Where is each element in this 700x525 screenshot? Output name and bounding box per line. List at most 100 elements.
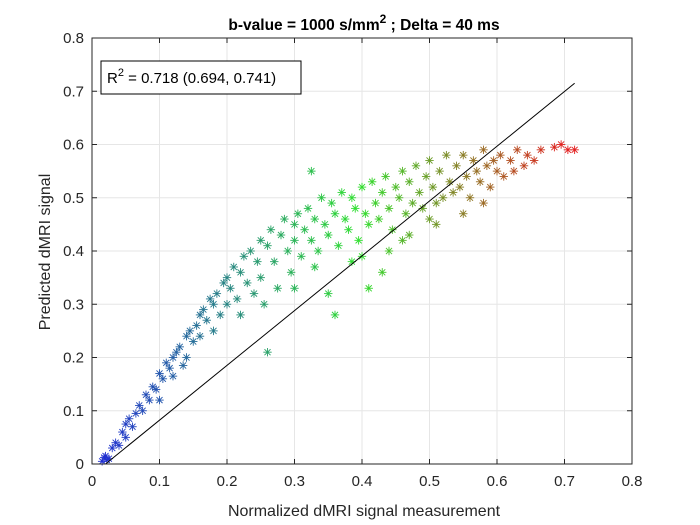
data-point: [219, 278, 228, 288]
data-point: [283, 246, 292, 256]
data-point: [263, 347, 272, 357]
data-point: [405, 230, 414, 240]
data-point: [293, 209, 303, 218]
data-point: [432, 198, 441, 208]
x-tick-label: 0.3: [284, 473, 305, 490]
data-point: [195, 310, 205, 320]
x-tick-label: 0.4: [352, 473, 373, 490]
data-point: [131, 409, 141, 418]
data-point: [448, 188, 458, 197]
axes-box: [91, 37, 633, 465]
data-point: [175, 342, 184, 352]
data-point: [108, 443, 117, 453]
data-points: [97, 140, 579, 466]
data-point: [303, 204, 313, 213]
data-point: [330, 209, 340, 218]
data-point: [135, 401, 144, 410]
data-point: [276, 230, 286, 240]
y-tick-label: 0: [76, 456, 84, 473]
data-point: [324, 289, 333, 298]
data-point: [239, 252, 249, 261]
data-point: [124, 414, 134, 423]
data-point: [408, 198, 417, 208]
data-point: [330, 310, 340, 320]
y-tick-label: 0.6: [63, 137, 84, 154]
y-tick-label: 0.8: [63, 30, 84, 47]
data-point: [438, 193, 448, 202]
y-tick-label: 0.3: [63, 296, 84, 313]
data-point: [347, 193, 357, 202]
data-point: [297, 252, 306, 261]
data-point: [286, 268, 296, 277]
data-point: [256, 273, 265, 282]
data-point: [513, 145, 522, 155]
data-point: [192, 321, 201, 330]
data-point: [378, 188, 387, 197]
data-point: [550, 142, 559, 152]
data-point: [111, 438, 120, 447]
data-point: [536, 145, 546, 155]
data-point: [259, 300, 269, 309]
fit-line-group: [105, 82, 575, 465]
data-point: [327, 198, 336, 208]
data-point: [195, 332, 205, 341]
data-point: [459, 209, 468, 218]
data-point: [475, 177, 485, 186]
y-tick-label: 0.5: [63, 190, 84, 207]
data-point: [384, 204, 394, 213]
data-point: [415, 188, 424, 197]
fit-line: [105, 82, 575, 465]
data-point: [222, 300, 232, 309]
data-point: [496, 150, 505, 160]
data-point: [185, 326, 195, 336]
data-point: [205, 294, 215, 304]
data-point: [270, 257, 279, 266]
data-point: [178, 361, 188, 370]
axes: [91, 37, 633, 465]
data-point: [320, 220, 330, 229]
data-point: [202, 316, 211, 325]
data-point: [334, 241, 343, 250]
data-point: [489, 156, 498, 165]
data-point: [236, 310, 245, 320]
data-point: [182, 332, 191, 341]
data-point: [381, 172, 390, 181]
data-point: [253, 257, 262, 266]
x-tick-label: 0.6: [487, 473, 508, 490]
data-point: [216, 310, 225, 320]
data-point: [168, 371, 178, 381]
data-point: [307, 166, 316, 176]
data-point: [394, 193, 404, 202]
data-point: [398, 236, 407, 245]
data-point: [212, 289, 222, 298]
data-point: [273, 284, 282, 293]
data-point: [472, 166, 481, 176]
data-point: [145, 395, 154, 405]
data-point: [378, 268, 387, 277]
x-tick-label: 0.1: [149, 473, 170, 490]
data-point: [189, 337, 198, 346]
data-point: [367, 177, 377, 186]
data-point: [425, 214, 434, 224]
data-point: [519, 161, 529, 170]
data-point: [398, 166, 407, 176]
data-point: [324, 230, 333, 240]
data-point: [523, 150, 532, 160]
x-tick-label: 0: [88, 473, 96, 490]
chart-title: b-value = 1000 s/mm2 ; Delta = 40 ms: [228, 12, 499, 34]
data-point: [263, 241, 272, 250]
data-point: [425, 156, 434, 165]
data-point: [226, 284, 235, 293]
data-point: [266, 225, 276, 234]
data-point: [465, 193, 475, 202]
annotation-box: [100, 60, 302, 95]
data-point: [229, 262, 238, 272]
y-tick-labels: 0 0.1 0.2 0.3 0.4 0.5 0.6 0.7 0.8: [63, 30, 84, 473]
data-point: [442, 150, 451, 160]
data-point: [556, 140, 566, 149]
data-point: [469, 156, 478, 165]
data-point: [222, 273, 232, 282]
data-point: [249, 289, 259, 298]
grid: [91, 37, 633, 465]
